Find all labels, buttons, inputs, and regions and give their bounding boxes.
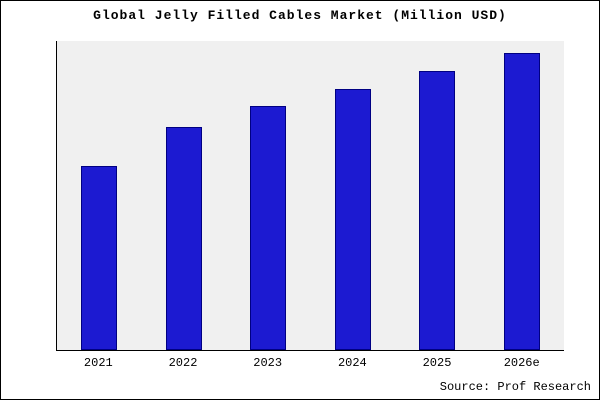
bar-cell <box>142 41 227 350</box>
bar <box>250 106 287 350</box>
bar <box>419 70 456 350</box>
x-tick-label: 2026e <box>503 356 540 370</box>
bar-cell <box>57 41 142 350</box>
x-tick-label: 2025 <box>422 356 452 370</box>
x-tick-label: 2024 <box>337 356 367 370</box>
bar <box>503 52 540 350</box>
x-tick-label: 2022 <box>168 356 198 370</box>
bar-cell <box>311 41 396 350</box>
bar <box>165 127 202 350</box>
bar-cell <box>395 41 480 350</box>
bars-container <box>57 41 564 350</box>
plot-area <box>56 41 564 351</box>
bar <box>334 88 371 350</box>
chart-title: Global Jelly Filled Cables Market (Milli… <box>93 8 507 23</box>
source-note: Source: Prof Research <box>439 380 591 394</box>
x-axis-tick-labels: 2021 2022 2023 2024 2025 2026e <box>56 356 564 370</box>
bar-cell <box>480 41 565 350</box>
bar-cell <box>226 41 311 350</box>
x-tick-label: 2023 <box>253 356 283 370</box>
x-tick-label: 2021 <box>83 356 113 370</box>
bar <box>81 165 118 350</box>
